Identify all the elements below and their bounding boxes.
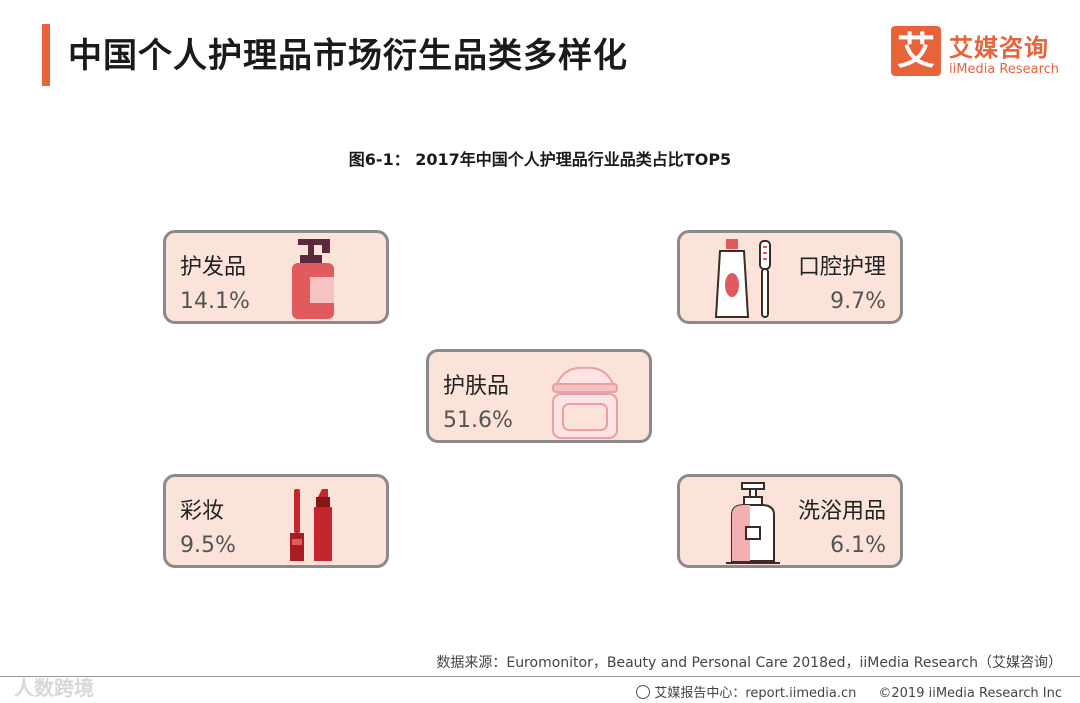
chart-title: 图6-1： 2017年中国个人护理品行业品类占比TOP5 <box>348 150 732 169</box>
category-label: 口腔护理 <box>797 255 886 280</box>
category-value: 6.1% <box>830 533 886 558</box>
footer: 艾媒报告中心：report.iimedia.cn ©2019 iiMedia Re… <box>636 682 1062 701</box>
shampoo-bottle-icon <box>292 239 334 319</box>
logo-chinese-name: 艾媒咨询 <box>949 34 1049 62</box>
report-center-link[interactable]: 艾媒报告中心：report.iimedia.cn <box>654 686 857 701</box>
title-accent-bar <box>42 24 50 86</box>
body-wash-bottle-icon <box>726 482 780 564</box>
logo-mark-icon: 艾 <box>891 26 941 76</box>
category-label: 彩妆 <box>180 499 225 524</box>
category-card-bath-products: 洗浴用品 6.1% <box>677 474 903 568</box>
brand-logo: 艾 艾媒咨询 iiMedia Research <box>891 26 1061 86</box>
category-label: 护发品 <box>180 255 247 280</box>
category-value: 51.6% <box>443 408 513 433</box>
category-value: 9.5% <box>180 533 236 558</box>
watermark: 人数跨境 <box>14 676 94 700</box>
category-card-oral-care: 口腔护理 9.7% <box>677 230 903 324</box>
category-value: 9.7% <box>830 289 886 314</box>
footer-divider <box>0 676 1080 677</box>
category-card-cosmetics: 彩妆 9.5% <box>163 474 389 568</box>
page-title: 中国个人护理品市场衍生品类多样化 <box>68 36 628 76</box>
copyright: ©2019 iiMedia Research Inc <box>878 686 1062 701</box>
cream-jar-icon <box>552 366 618 439</box>
category-card-hair-care: 护发品 14.1% <box>163 230 389 324</box>
category-label: 护肤品 <box>443 374 510 399</box>
category-value: 14.1% <box>180 289 250 314</box>
globe-icon <box>636 685 651 699</box>
toothpaste-toothbrush-icon <box>714 239 771 318</box>
data-source: 数据来源：Euromonitor，Beauty and Personal Car… <box>436 655 1062 671</box>
category-card-skin-care: 护肤品 51.6% <box>426 349 652 443</box>
lipstick-icon <box>290 489 332 561</box>
logo-english-name: iiMedia Research <box>949 62 1060 77</box>
category-label: 洗浴用品 <box>797 499 886 524</box>
